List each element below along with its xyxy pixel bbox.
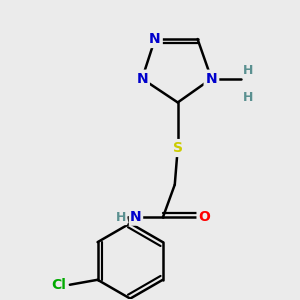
Text: N: N: [136, 72, 148, 86]
Text: H: H: [116, 211, 126, 224]
Text: H: H: [243, 91, 254, 103]
Text: O: O: [199, 210, 210, 224]
Text: H: H: [243, 64, 254, 77]
Text: N: N: [149, 32, 161, 46]
Text: Cl: Cl: [51, 278, 66, 292]
Text: S: S: [173, 141, 183, 155]
Text: N: N: [130, 210, 142, 224]
Text: N: N: [206, 72, 217, 86]
